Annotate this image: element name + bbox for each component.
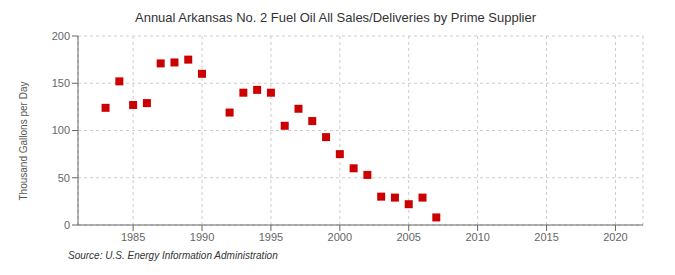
svg-text:150: 150 (52, 77, 70, 89)
html-text:Source: U.S. Energy Informatio: Source: U.S. Energy Information Administ… (68, 250, 278, 261)
svg-text:2015: 2015 (534, 231, 558, 243)
svg-text:200: 200 (52, 30, 70, 42)
svg-text:1990: 1990 (190, 231, 214, 243)
svg-text:1995: 1995 (259, 231, 283, 243)
svg-text:2020: 2020 (603, 231, 627, 243)
svg-text:2005: 2005 (396, 231, 420, 243)
svg-text:2010: 2010 (465, 231, 489, 243)
svg-text:100: 100 (52, 124, 70, 136)
svg-text:2000: 2000 (328, 231, 352, 243)
svg-text:Thousand Gallons per Day: Thousand Gallons per Day (18, 82, 29, 201)
svg-text:1985: 1985 (121, 231, 145, 243)
svg-text:50: 50 (58, 172, 70, 184)
svg-text:0: 0 (64, 219, 70, 231)
html-text:Annual Arkansas No. 2 Fuel Oil: Annual Arkansas No. 2 Fuel Oil All Sales… (135, 10, 536, 25)
